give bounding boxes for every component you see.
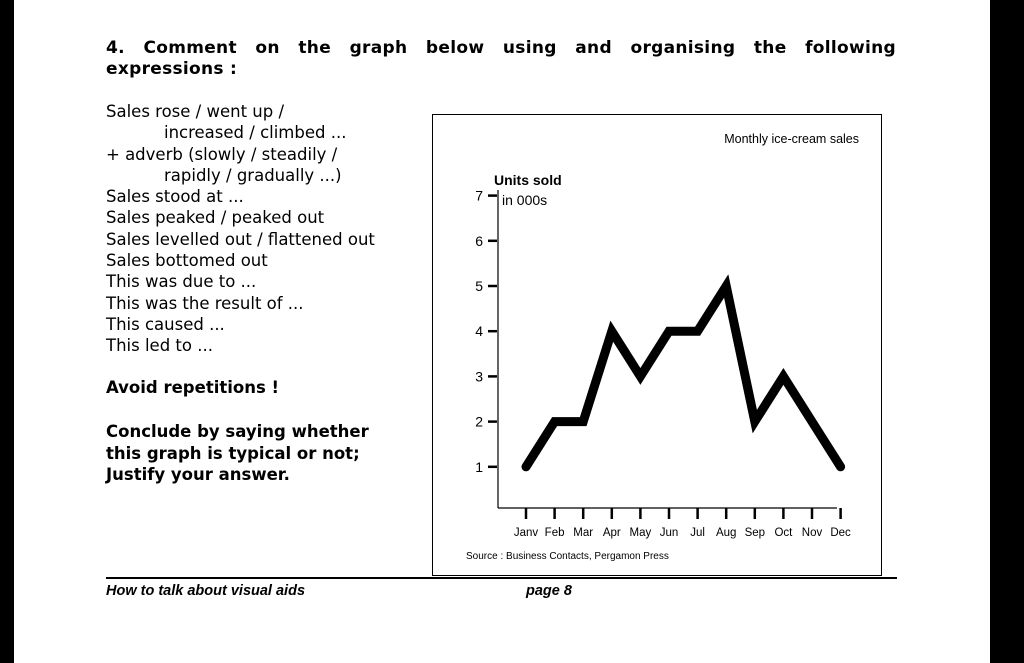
chart-title: Monthly ice-cream sales xyxy=(724,132,859,146)
x-tick-label: Sep xyxy=(745,527,765,539)
y-tick-label: 6 xyxy=(475,233,483,249)
y-tick-label: 4 xyxy=(475,323,483,339)
expression-item: This led to ... xyxy=(106,336,213,356)
y-axis-label-line-2: in 000s xyxy=(502,192,547,208)
x-tick-label: Nov xyxy=(802,527,823,539)
y-tick-label: 2 xyxy=(475,414,483,430)
x-tick-label: Jul xyxy=(690,527,705,539)
x-tick-label: May xyxy=(630,527,652,539)
y-tick-label: 5 xyxy=(475,278,483,294)
expression-item: This caused ... xyxy=(106,314,225,334)
page-number: page 8 xyxy=(526,583,572,599)
expression-item: Sales bottomed out xyxy=(106,251,268,271)
conclusion-line: this graph is typical or not; xyxy=(106,443,360,463)
expression-item: Sales rose / went up / xyxy=(106,102,285,121)
x-tick-label: Aug xyxy=(716,527,736,539)
line-chart: Monthly ice-cream sales Units sold in 00… xyxy=(466,132,859,562)
expression-item: + adverb (slowly / steadily / xyxy=(106,144,338,164)
expression-item: Sales peaked / peaked out xyxy=(106,208,325,228)
x-tick-label: Oct xyxy=(774,527,793,539)
footer-title: How to talk about visual aids xyxy=(106,583,306,599)
expression-item: Sales stood at ... xyxy=(106,187,244,207)
x-tick-label: Janv xyxy=(514,527,539,539)
question-heading: 4. Comment on the graph below using and … xyxy=(106,38,896,80)
series-line xyxy=(521,274,846,472)
conclusion-line: Justify your answer. xyxy=(106,465,290,484)
question-line-1: 4. Comment on the graph below using and … xyxy=(106,38,896,58)
x-tick-label: Mar xyxy=(573,527,593,539)
y-tick-label: 7 xyxy=(475,188,483,204)
x-tick-label: Apr xyxy=(603,527,621,539)
document-page: 4. Comment on the graph below using and … xyxy=(14,0,990,663)
expression-item: This was the result of ... xyxy=(106,293,304,313)
conclusion-line: Conclude by saying whether xyxy=(106,422,369,441)
chart-frame: Monthly ice-cream sales Units sold in 00… xyxy=(432,114,882,576)
expressions-list: Sales rose / went up / increased / climb… xyxy=(106,101,426,357)
x-tick-label: Jun xyxy=(660,527,679,539)
expression-item: increased / climbed ... xyxy=(164,123,347,143)
expression-item: Sales levelled out / flattened out xyxy=(106,229,375,249)
y-axis-label-line-1: Units sold xyxy=(494,172,562,188)
expression-item: This was due to ... xyxy=(106,272,257,292)
chart-source: Source : Business Contacts, Pergamon Pre… xyxy=(466,551,669,562)
y-tick-label: 3 xyxy=(475,368,483,384)
y-tick-label: 1 xyxy=(475,459,483,475)
conclusion-instructions: Conclude by saying whether this graph is… xyxy=(106,421,426,486)
x-tick-label: Dec xyxy=(830,527,851,539)
avoid-note: Avoid repetitions ! xyxy=(106,378,280,397)
footer-rule xyxy=(106,577,897,579)
x-tick-label: Feb xyxy=(545,527,565,539)
expression-item: rapidly / gradually ...) xyxy=(164,165,342,185)
question-line-2: expressions : xyxy=(106,59,238,79)
